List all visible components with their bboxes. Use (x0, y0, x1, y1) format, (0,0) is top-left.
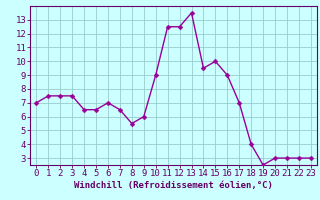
X-axis label: Windchill (Refroidissement éolien,°C): Windchill (Refroidissement éolien,°C) (74, 181, 273, 190)
